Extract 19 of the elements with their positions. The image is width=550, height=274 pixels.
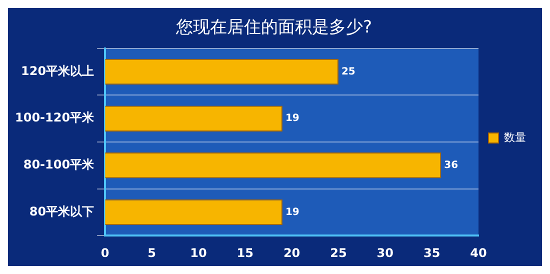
data-label: 36 bbox=[444, 160, 458, 171]
chart-title: 您现在居住的面积是多少? bbox=[174, 18, 372, 38]
y-tick-label: 100-120平米 bbox=[15, 110, 96, 125]
x-tick-label: 5 bbox=[148, 246, 156, 260]
data-label: 19 bbox=[285, 206, 300, 218]
y-tick-label: 80-100平米 bbox=[23, 158, 96, 172]
x-tick-label: 25 bbox=[330, 246, 347, 260]
x-tick-label: 30 bbox=[376, 246, 394, 260]
x-tick-label: 0 bbox=[100, 246, 110, 260]
y-tick-label: 80平米以下 bbox=[29, 204, 94, 218]
data-label: 19 bbox=[285, 113, 300, 124]
data-label: 25 bbox=[341, 66, 356, 78]
legend-label: 数量 bbox=[504, 130, 526, 144]
y-tick-label: 120平米以上 bbox=[21, 64, 94, 78]
x-tick-label: 15 bbox=[236, 246, 254, 260]
x-tick-label: 10 bbox=[190, 246, 207, 260]
x-tick-label: 20 bbox=[283, 246, 300, 260]
x-tick-label: 35 bbox=[423, 246, 440, 260]
x-tick-label: 40 bbox=[470, 246, 487, 260]
